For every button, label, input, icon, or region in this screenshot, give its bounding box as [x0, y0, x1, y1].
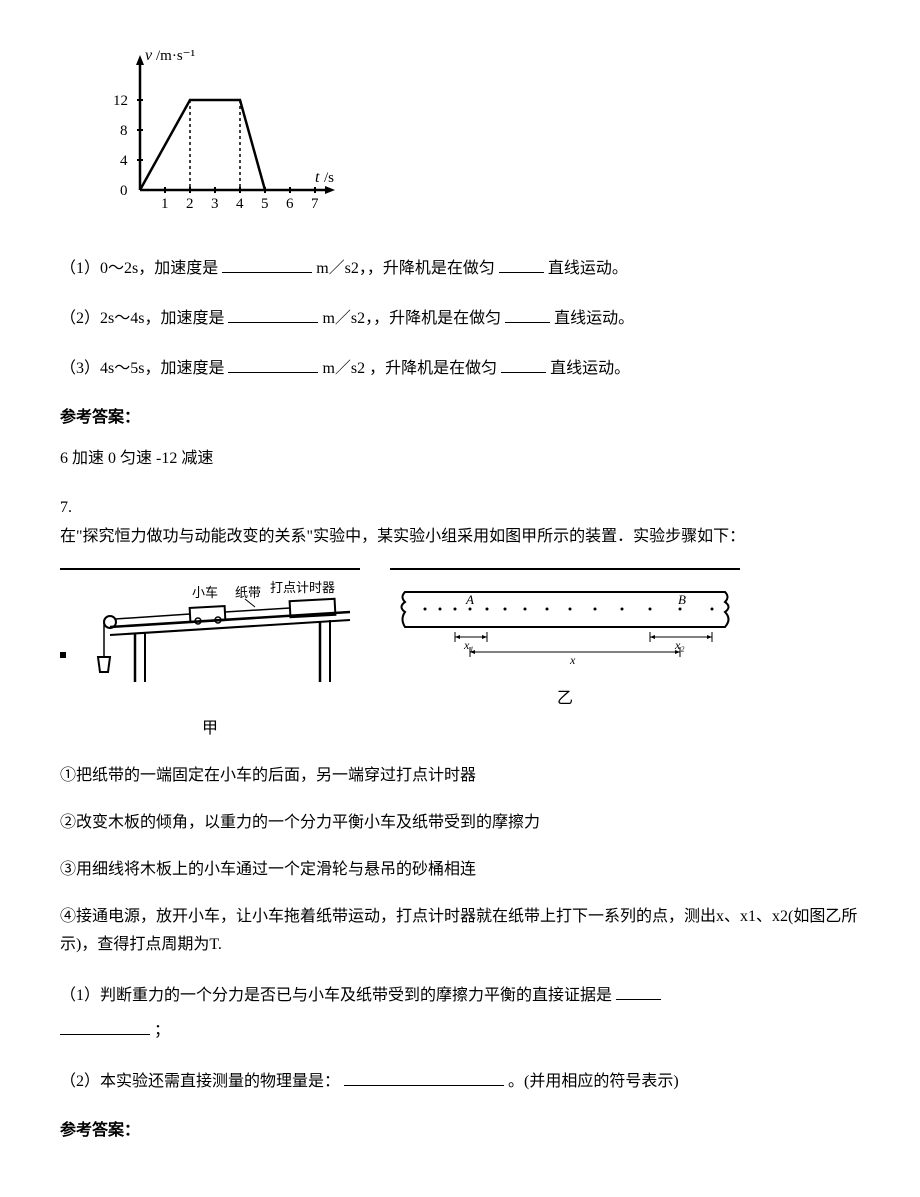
svg-text:/m·s⁻¹: /m·s⁻¹ — [156, 48, 195, 64]
q1-unit: m／s2，，升降机是在做匀 — [316, 260, 495, 277]
q2-blank1 — [228, 307, 318, 323]
svg-text:6: 6 — [286, 196, 294, 212]
answer-1-text: 6 加速 0 匀速 -12 减速 — [60, 445, 860, 474]
q2-suffix: 直线运动。 — [554, 310, 634, 327]
subq1-blank-b — [60, 1019, 150, 1035]
svg-text:x₂: x₂ — [674, 638, 685, 652]
question-2: （2）2s～4s，加速度是 m／s2，，升降机是在做匀 直线运动。 — [60, 301, 860, 336]
svg-text:4: 4 — [120, 153, 128, 169]
tape-diagram-svg: A B x₁ x x₂ — [390, 567, 740, 667]
svg-text:/s: /s — [324, 170, 334, 186]
svg-text:x: x — [569, 653, 576, 667]
q3-unit: m／s2 ，升降机是在做匀 — [322, 360, 497, 377]
svg-text:小车: 小车 — [192, 585, 218, 600]
subq1-blank-a — [616, 984, 661, 1000]
svg-text:2: 2 — [186, 196, 194, 212]
q2-blank2 — [505, 307, 550, 323]
subq2-blank — [344, 1070, 504, 1086]
q1-suffix: 直线运动。 — [548, 260, 628, 277]
diagram-yi-label: 乙 — [390, 685, 740, 714]
answer-header-2: 参考答案： — [60, 1117, 860, 1146]
q1-prefix: （1）0～2s，加速度是 — [60, 260, 218, 277]
step-1: ①把纸带的一端固定在小车的后面，另一端穿过打点计时器 — [60, 762, 860, 791]
step-2: ②改变木板的倾角，以重力的一个分力平衡小车及纸带受到的摩擦力 — [60, 809, 860, 838]
chart-svg: v /m·s⁻¹ t /s 0 4 8 12 1 2 3 4 5 6 7 — [100, 40, 360, 220]
answer-header-1: 参考答案： — [60, 404, 860, 433]
q1-blank2 — [499, 257, 544, 273]
svg-text:3: 3 — [211, 196, 219, 212]
experiment-diagrams: 小车 纸带 打点计时器 甲 — [60, 567, 860, 745]
svg-text:8: 8 — [120, 123, 128, 139]
svg-text:A: A — [465, 592, 474, 607]
subq2-suffix: 。(并用相应的符号表示) — [508, 1073, 679, 1090]
velocity-time-chart: v /m·s⁻¹ t /s 0 4 8 12 1 2 3 4 5 6 7 — [100, 40, 860, 231]
svg-text:B: B — [678, 592, 686, 607]
q7-intro: 在"探究恒力做功与动能改变的关系"实验中，某实验小组采用如图甲所示的装置．实验步… — [60, 523, 860, 552]
q3-blank2 — [501, 357, 546, 373]
subq1-suffix: ； — [154, 1022, 170, 1039]
svg-text:x₁: x₁ — [463, 638, 474, 652]
svg-text:打点计时器: 打点计时器 — [270, 580, 335, 595]
sub-question-2: （2）本实验还需直接测量的物理量是： 。(并用相应的符号表示) — [60, 1064, 860, 1099]
question-3: （3）4s～5s，加速度是 m／s2 ，升降机是在做匀 直线运动。 — [60, 351, 860, 386]
svg-text:4: 4 — [236, 196, 244, 212]
svg-text:v: v — [145, 47, 153, 64]
diagram-jia: 小车 纸带 打点计时器 甲 — [60, 567, 360, 745]
q7-number: 7. — [60, 494, 860, 523]
diagram-yi: A B x₁ x x₂ 乙 — [390, 567, 740, 715]
setup-diagram-svg: 小车 纸带 打点计时器 — [60, 567, 360, 697]
subq1-prefix: （1）判断重力的一个分力是否已与小车及纸带受到的摩擦力平衡的直接证据是 — [60, 987, 612, 1004]
q1-blank1 — [222, 257, 312, 273]
q2-unit: m／s2，，升降机是在做匀 — [322, 310, 501, 327]
svg-text:0: 0 — [120, 183, 128, 199]
svg-text:纸带: 纸带 — [235, 585, 261, 600]
subq2-prefix: （2）本实验还需直接测量的物理量是： — [60, 1073, 340, 1090]
sub-question-1: （1）判断重力的一个分力是否已与小车及纸带受到的摩擦力平衡的直接证据是 ； — [60, 978, 860, 1048]
svg-text:12: 12 — [113, 93, 128, 109]
svg-text:1: 1 — [161, 196, 169, 212]
svg-text:t: t — [315, 169, 320, 186]
step-3: ③用细线将木板上的小车通过一个定滑轮与悬吊的砂桶相连 — [60, 856, 860, 885]
q3-prefix: （3）4s～5s，加速度是 — [60, 360, 224, 377]
svg-text:7: 7 — [311, 196, 319, 212]
q3-blank1 — [228, 357, 318, 373]
q3-suffix: 直线运动。 — [550, 360, 630, 377]
diagram-jia-label: 甲 — [60, 715, 360, 744]
step-4: ④接通电源，放开小车，让小车拖着纸带运动，打点计时器就在纸带上打下一系列的点，测… — [60, 903, 860, 961]
svg-text:5: 5 — [261, 196, 269, 212]
q2-prefix: （2）2s～4s，加速度是 — [60, 310, 224, 327]
question-1: （1）0～2s，加速度是 m／s2，，升降机是在做匀 直线运动。 — [60, 251, 860, 286]
